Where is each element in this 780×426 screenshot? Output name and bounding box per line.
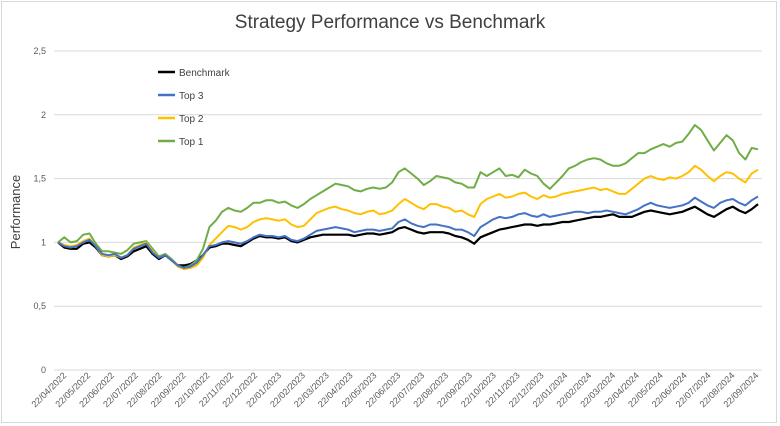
y-tick-label: 0 [41, 365, 46, 375]
legend-label: Top 3 [179, 91, 204, 102]
chart-title: Strategy Performance vs Benchmark [234, 12, 546, 33]
series-line-top-2 [57, 164, 759, 271]
series-line-top-1 [57, 124, 759, 269]
y-tick-label: 1,5 [33, 174, 46, 184]
y-tick-label: 1 [41, 237, 46, 247]
y-tick-label: 2 [41, 110, 46, 120]
y-axis-label: Performance [8, 175, 23, 249]
legend-label: Top 2 [179, 114, 204, 125]
series-line-top-3 [57, 195, 759, 269]
legend-label: Benchmark [179, 68, 231, 79]
y-tick-label: 0,5 [33, 301, 46, 311]
y-tick-label: 2,5 [33, 46, 46, 56]
legend-label: Top 1 [179, 137, 204, 148]
